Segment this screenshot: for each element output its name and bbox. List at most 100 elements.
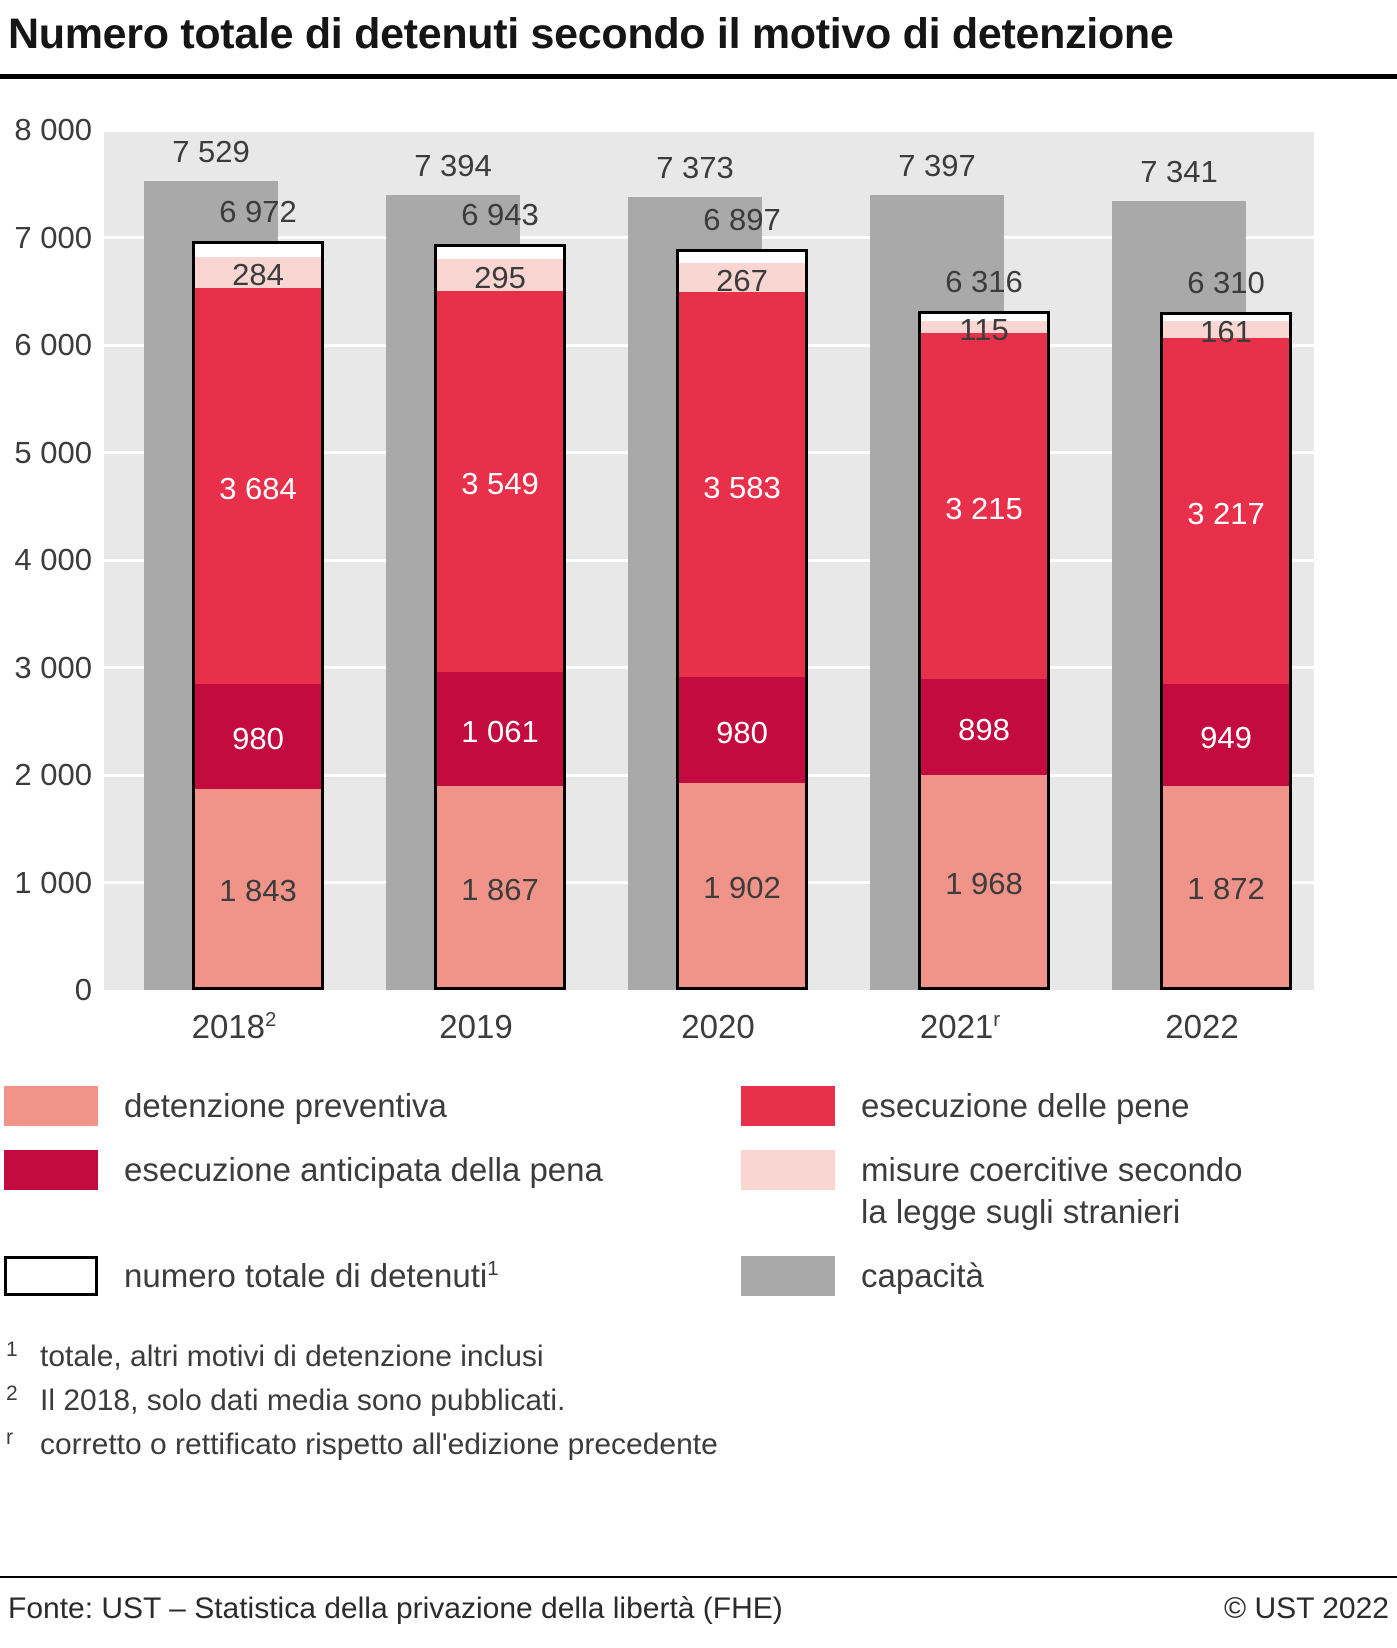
legend-label: misure coercitive secondo la legge sugli… bbox=[861, 1151, 1243, 1230]
legend-label: capacità bbox=[861, 1257, 984, 1294]
bar-segment-detenzione-preventiva bbox=[1163, 785, 1289, 987]
footnote-text: totale, altri motivi di detenzione inclu… bbox=[40, 1340, 544, 1373]
segment-value-label: 980 bbox=[232, 721, 284, 757]
segment-value-label: 1 061 bbox=[461, 714, 539, 750]
segment-value-label: 3 217 bbox=[1187, 495, 1265, 531]
total-value-label: 6 943 bbox=[461, 196, 539, 232]
capacity-value-label: 7 394 bbox=[414, 148, 492, 184]
segment-value-label: 949 bbox=[1200, 719, 1252, 755]
plot-area: 7 529 1 843 980 3 684 284 6 972 7 394 1 867 1 06… bbox=[104, 130, 1314, 990]
y-tick-label: 7 000 bbox=[14, 219, 92, 255]
footnote-1: 1 totale, altri motivi di detenzione incl… bbox=[6, 1338, 718, 1376]
bar-chart: 7 529 1 843 980 3 684 284 6 972 7 394 1 867 1 06… bbox=[0, 92, 1397, 1067]
legend-label: esecuzione anticipata della pena bbox=[124, 1151, 603, 1188]
legend-swatch bbox=[4, 1150, 98, 1190]
segment-value-label: 3 583 bbox=[703, 469, 781, 505]
y-tick-label: 2 000 bbox=[14, 757, 92, 792]
bar-segment-esecuzione-anticipata-della-pena bbox=[437, 672, 563, 787]
footnote-marker: 2 bbox=[6, 1382, 18, 1405]
footnote-text: Il 2018, solo dati media sono pubblicati… bbox=[40, 1384, 566, 1417]
title-rule bbox=[0, 74, 1397, 79]
segment-value-label: 1 867 bbox=[461, 871, 539, 907]
footnotes: 1 totale, altri motivi di detenzione incl… bbox=[6, 1338, 718, 1470]
legend-swatch bbox=[741, 1256, 835, 1296]
legend-label: numero totale di detenuti1 bbox=[124, 1257, 499, 1294]
legend-item-esecuzione-anticipata-della-pena: esecuzione anticipata della pena bbox=[4, 1149, 741, 1233]
bar-segment-esecuzione-anticipata-della-pena bbox=[1163, 683, 1289, 786]
segment-value-label: 1 902 bbox=[703, 869, 781, 905]
segment-value-label: 284 bbox=[232, 257, 284, 293]
segment-value-label: 115 bbox=[959, 312, 1009, 348]
legend-item-detenzione-preventiva: detenzione preventiva bbox=[4, 1085, 741, 1127]
segment-value-label: 161 bbox=[1200, 314, 1252, 350]
segment-value-label: 3 215 bbox=[945, 491, 1023, 527]
bar-segment-esecuzione-anticipata-della-pena bbox=[679, 677, 805, 783]
x-tick-label: 2020 bbox=[681, 1008, 755, 1045]
copyright-text: © UST 2022 bbox=[1224, 1592, 1389, 1625]
legend-label: esecuzione delle pene bbox=[861, 1087, 1190, 1124]
segment-value-label: 295 bbox=[474, 259, 526, 295]
legend-swatch-outline bbox=[4, 1256, 98, 1296]
legend-swatch bbox=[741, 1150, 835, 1190]
total-value-label: 6 316 bbox=[945, 264, 1023, 300]
x-tick-label: 2019 bbox=[439, 1008, 513, 1045]
segment-value-label: 1 872 bbox=[1187, 871, 1265, 907]
footer-rule bbox=[0, 1576, 1397, 1578]
capacity-value-label: 7 373 bbox=[656, 150, 734, 186]
legend-item-numero-totale-di-detenuti: numero totale di detenuti1 bbox=[4, 1255, 741, 1297]
total-detainees-bar bbox=[918, 311, 1050, 990]
bar-segment-misure-coercitive-secondo-la-legge-sugli-stranieri bbox=[195, 256, 321, 288]
bar-segment-detenzione-preventiva bbox=[921, 775, 1047, 987]
total-detainees-bar bbox=[676, 248, 808, 990]
bar-segment-esecuzione-delle-pene bbox=[1163, 337, 1289, 684]
source-text: Fonte: UST – Statistica della privazione… bbox=[8, 1592, 783, 1625]
chart-title: Numero totale di detenuti secondo il mot… bbox=[8, 10, 1174, 58]
bar-segment-esecuzione-delle-pene bbox=[437, 290, 563, 673]
total-detainees-bar bbox=[192, 240, 324, 990]
segment-value-label: 1 843 bbox=[219, 872, 297, 908]
x-tick-label: 2021r bbox=[919, 1008, 1001, 1045]
legend-label: detenzione preventiva bbox=[124, 1087, 447, 1124]
bar-segment-detenzione-preventiva bbox=[679, 782, 805, 987]
bar-segment-esecuzione-anticipata-della-pena bbox=[921, 678, 1047, 776]
segment-value-label: 267 bbox=[716, 262, 768, 298]
capacity-value-label: 7 529 bbox=[172, 133, 250, 169]
legend-item-capacit: capacità bbox=[741, 1255, 1393, 1297]
bar-segment-esecuzione-delle-pene bbox=[921, 333, 1047, 679]
legend-item-misure-coercitive-secondo: misure coercitive secondo la legge sugli… bbox=[741, 1149, 1393, 1233]
y-tick-label: 0 bbox=[74, 972, 92, 1007]
x-tick-label: 20182 bbox=[191, 1008, 277, 1045]
total-detainees-bar bbox=[434, 243, 566, 990]
total-detainees-bar bbox=[1160, 311, 1292, 990]
y-tick-label: 4 000 bbox=[14, 542, 92, 577]
y-tick-label: 8 000 bbox=[14, 112, 92, 147]
y-tick-label: 3 000 bbox=[14, 649, 92, 685]
segment-value-label: 898 bbox=[958, 712, 1010, 748]
bar-segment-misure-coercitive-secondo-la-legge-sugli-stranieri bbox=[1163, 320, 1289, 338]
segment-value-label: 1 968 bbox=[945, 866, 1023, 902]
capacity-value-label: 7 341 bbox=[1140, 153, 1218, 189]
bar-segment-detenzione-preventiva bbox=[195, 788, 321, 987]
gridline bbox=[104, 130, 1314, 132]
capacity-value-label: 7 397 bbox=[898, 147, 976, 183]
footnote-text: corretto o rettificato rispetto all'ediz… bbox=[40, 1428, 718, 1461]
total-value-label: 6 972 bbox=[219, 193, 297, 229]
legend-item-esecuzione-delle-pene: esecuzione delle pene bbox=[741, 1085, 1393, 1127]
bar-segment-esecuzione-delle-pene bbox=[679, 292, 805, 678]
bar-segment-misure-coercitive-secondo-la-legge-sugli-stranieri bbox=[921, 320, 1047, 334]
bar-segment-misure-coercitive-secondo-la-legge-sugli-stranieri bbox=[437, 259, 563, 291]
footnote-marker: r bbox=[6, 1426, 13, 1449]
segment-value-label: 980 bbox=[716, 714, 768, 750]
bar-segment-detenzione-preventiva bbox=[437, 786, 563, 987]
legend: detenzione preventiva esecuzione delle pe… bbox=[4, 1085, 1393, 1297]
y-tick-label: 5 000 bbox=[14, 434, 92, 470]
footnote-2: 2 Il 2018, solo dati media sono pubblicat… bbox=[6, 1382, 718, 1420]
footnote-marker: 1 bbox=[6, 1338, 18, 1361]
y-tick-label: 6 000 bbox=[14, 327, 92, 362]
footer: Fonte: UST – Statistica della privazione… bbox=[8, 1592, 1389, 1626]
bar-segment-esecuzione-anticipata-della-pena bbox=[195, 683, 321, 789]
bar-segment-misure-coercitive-secondo-la-legge-sugli-stranieri bbox=[679, 263, 805, 293]
y-tick-label: 1 000 bbox=[14, 864, 92, 900]
segment-value-label: 3 549 bbox=[461, 466, 539, 502]
